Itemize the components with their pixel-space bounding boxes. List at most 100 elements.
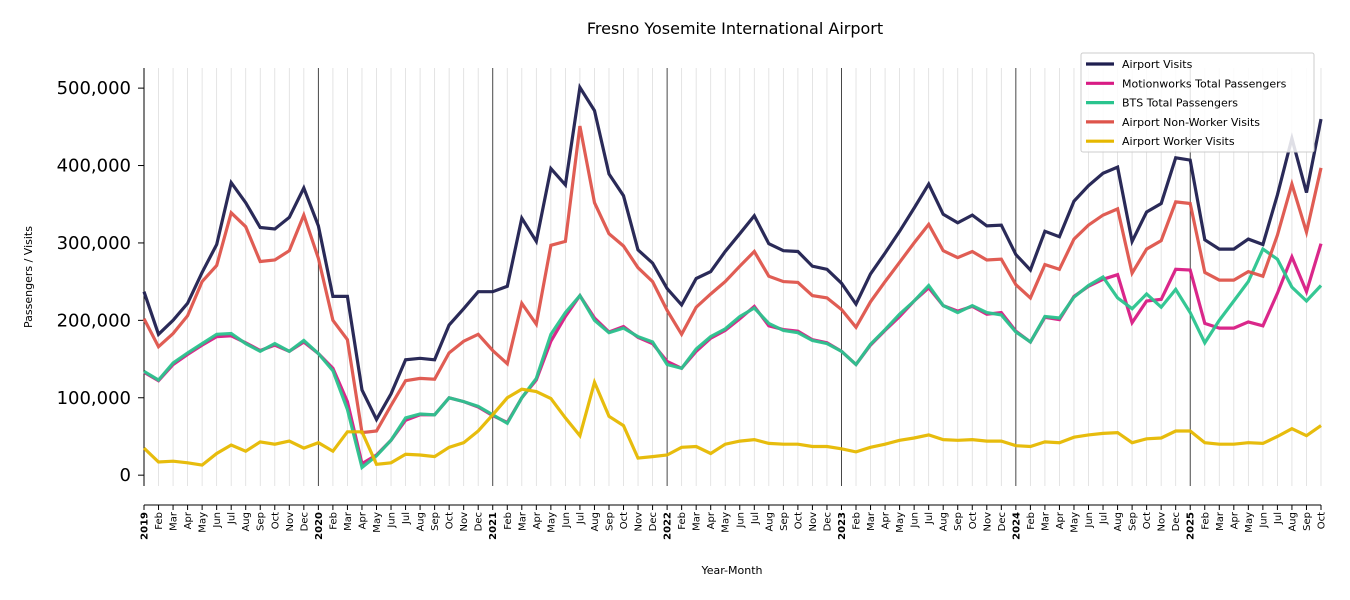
y-tick-label: 400,000	[57, 156, 131, 177]
x-tick-label-month: Aug	[1287, 512, 1298, 532]
x-tick-label-month: May	[895, 512, 906, 533]
x-tick-label-month: Oct	[445, 512, 456, 529]
x-tick-label-month: May	[372, 512, 383, 533]
chart-title: Fresno Yosemite International Airport	[587, 19, 883, 38]
x-tick-label-month: Dec	[299, 512, 310, 531]
legend: Airport Visits Motionworks Total Passenge…	[1080, 52, 1315, 153]
x-tick-label-month: May	[1069, 512, 1080, 533]
x-tick-label-month: Apr	[532, 511, 543, 529]
x-tick-label-month: Mar	[692, 511, 703, 531]
x-tick-label-month: Aug	[241, 512, 252, 532]
x-tick-label-month: Sep	[604, 512, 615, 531]
x-tick-label-month: Nov	[808, 512, 819, 532]
series-line-airport-worker-visits	[142, 377, 1322, 467]
x-tick-label-month: Nov	[459, 512, 470, 532]
legend-label: Motionworks Total Passengers	[1122, 77, 1287, 90]
x-tick-label-month: Mar	[1040, 511, 1051, 531]
x-tick-label-month: Sep	[779, 512, 790, 531]
x-tick-label-month: Jun	[735, 512, 746, 529]
x-tick-label-month: Jun	[910, 512, 921, 529]
x-tick-label-month: Nov	[1157, 512, 1168, 532]
y-tick-label: 100,000	[57, 388, 131, 409]
x-tick-label-month: May	[1244, 512, 1255, 533]
x-tick-label-month: Jul	[924, 512, 935, 525]
x-tick-label-month: Mar	[517, 511, 528, 531]
x-tick-label-month: Mar	[1215, 511, 1226, 531]
x-tick-label-month: Jun	[1084, 512, 1095, 529]
legend-box	[1080, 52, 1315, 153]
x-tick-label-month: Aug	[590, 512, 601, 532]
x-tick-label-month: Dec	[997, 512, 1008, 531]
x-axis-label: Year-Month	[700, 564, 762, 577]
x-tick-label-month: Oct	[793, 512, 804, 529]
x-tick-label-month: Apr	[881, 511, 892, 529]
x-tick-label-month: Jun	[1258, 512, 1269, 529]
x-tick-label-year: 2025	[1186, 512, 1197, 540]
x-tick-label-month: Sep	[1302, 512, 1313, 531]
x-tick-label-month: Apr	[183, 511, 194, 529]
x-tick-label-month: Nov	[634, 512, 645, 532]
x-tick-label-month: Jul	[401, 512, 412, 525]
x-tick-label-month: Dec	[474, 512, 485, 531]
series-line-airport-visits	[142, 82, 1323, 423]
legend-label: BTS Total Passengers	[1122, 97, 1238, 110]
x-tick-label-month: Apr	[706, 511, 717, 529]
legend-label: Airport Visits	[1122, 58, 1193, 71]
y-tick-label: 500,000	[57, 78, 131, 99]
x-tick-label-month: Dec	[822, 512, 833, 531]
x-tick-label-month: Apr	[1055, 511, 1066, 529]
x-tick-label-month: Jul	[1273, 512, 1284, 525]
legend-label: Airport Worker Visits	[1122, 135, 1235, 148]
x-tick-label-month: Dec	[648, 512, 659, 531]
x-tick-label-year: 2021	[488, 512, 499, 540]
x-tick-label-month: Jul	[575, 512, 586, 525]
x-tick-label-month: Feb	[1200, 512, 1211, 530]
x-tick-label-month: Oct	[968, 512, 979, 529]
x-tick-label-month: Oct	[619, 512, 630, 529]
y-tick-label: 0	[120, 465, 131, 486]
x-tick-label-month: Nov	[285, 512, 296, 532]
gridlines	[143, 68, 1322, 486]
x-tick-label-month: Sep	[953, 512, 964, 531]
series-lines	[142, 82, 1323, 471]
x-tick-label-month: Sep	[1128, 512, 1139, 531]
x-tick-label-month: Mar	[866, 511, 877, 531]
x-tick-label-year: 2024	[1011, 512, 1022, 540]
series-line-bts-total-passengers	[143, 246, 1323, 471]
x-tick-label-month: Mar	[343, 511, 354, 531]
legend-label: Airport Non-Worker Visits	[1122, 116, 1260, 129]
x-tick-label-month: Dec	[1171, 512, 1182, 531]
x-tick-label-month: Aug	[416, 512, 427, 532]
x-tick-label-year: 2019	[140, 512, 151, 540]
x-tick-label-month: Aug	[764, 512, 775, 532]
x-tick-label-month: Mar	[169, 511, 180, 531]
x-tick-label-month: Aug	[1113, 512, 1124, 532]
x-tick-label-month: Feb	[677, 512, 688, 530]
x-tick-label-month: Aug	[939, 512, 950, 532]
x-tick-label-month: Feb	[503, 512, 514, 530]
x-tick-label-month: May	[721, 512, 732, 533]
x-tick-label-month: Sep	[430, 512, 441, 531]
x-tick-label-month: Jun	[387, 512, 398, 529]
x-tick-label-month: Oct	[1317, 512, 1328, 529]
series-line-motionworks-total-passengers	[143, 243, 1323, 467]
x-tick-label-month: Feb	[1026, 512, 1037, 530]
x-tick-label-month: May	[546, 512, 557, 533]
x-tick-label-month: Oct	[270, 512, 281, 529]
axes: 2019 Feb Mar Apr May Jun Jul Aug Sep Oct Nov Dec 202…	[57, 68, 1328, 540]
y-tick-label: 200,000	[57, 310, 131, 331]
x-tick-label-year: 2020	[314, 512, 325, 540]
x-tick-label-month: Feb	[328, 512, 339, 530]
x-tick-label-month: Feb	[852, 512, 863, 530]
x-tick-label-month: Oct	[1142, 512, 1153, 529]
x-tick-label-month: Jul	[1099, 512, 1110, 525]
x-tick-label-year: 2022	[663, 512, 674, 540]
y-axis-label: Passengers / Visits	[22, 226, 35, 328]
x-tick-label-month: May	[198, 512, 209, 533]
series-line-airport-non-worker-visits	[142, 125, 1323, 435]
x-tick-label-month: Jun	[561, 512, 572, 529]
x-tick-label-month: Jul	[227, 512, 238, 525]
x-tick-label-month: Apr	[357, 511, 368, 529]
x-tick-label-month: Jul	[750, 512, 761, 525]
